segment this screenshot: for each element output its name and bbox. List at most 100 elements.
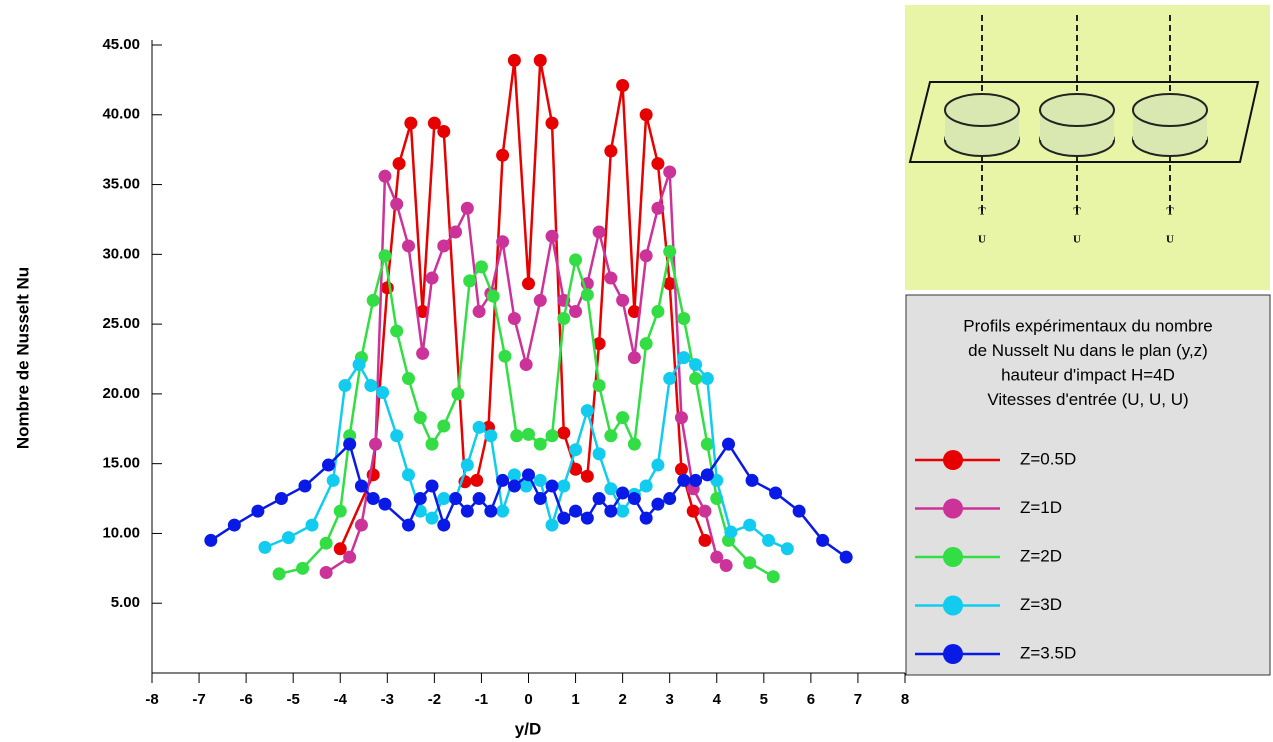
data-point <box>616 486 630 500</box>
data-point <box>425 271 439 285</box>
data-point <box>674 411 688 425</box>
data-point <box>545 116 559 130</box>
data-point <box>390 429 404 443</box>
data-point <box>604 429 618 443</box>
data-point <box>663 245 677 259</box>
data-point <box>719 559 733 573</box>
data-point <box>698 533 712 547</box>
data-point <box>460 458 474 472</box>
data-point <box>496 504 510 518</box>
data-point <box>710 473 724 487</box>
data-point <box>816 533 830 547</box>
data-point <box>533 53 547 67</box>
data-point <box>296 561 310 575</box>
data-point <box>427 116 441 130</box>
data-point <box>627 492 641 506</box>
data-point <box>274 492 288 506</box>
legend-marker <box>943 595 963 616</box>
legend-label: Z=3D <box>1020 595 1062 614</box>
data-point <box>762 533 776 547</box>
x-axis-label: y/D <box>515 719 541 738</box>
data-point <box>437 518 451 532</box>
y-axis-label: Nombre de Nusselt Nu <box>13 267 32 449</box>
data-point <box>722 437 736 451</box>
data-point <box>700 437 714 451</box>
data-point <box>392 157 406 171</box>
x-tick-label: 6 <box>807 691 815 708</box>
data-point <box>470 473 484 487</box>
data-point <box>484 429 498 443</box>
legend-marker <box>943 547 963 567</box>
data-point <box>401 468 415 482</box>
data-point <box>604 482 618 496</box>
data-point <box>663 372 677 386</box>
data-point <box>507 479 521 493</box>
data-point <box>700 372 714 386</box>
data-point <box>533 293 547 307</box>
data-point <box>580 404 594 418</box>
data-point <box>616 504 630 518</box>
data-point <box>569 504 583 518</box>
data-point <box>366 492 380 506</box>
data-point <box>698 504 712 518</box>
x-tick-label: -8 <box>145 691 158 708</box>
legend-title: de Nusselt Nu dans le plan (y,z) <box>968 341 1208 360</box>
data-point <box>425 511 439 525</box>
data-point <box>378 249 392 263</box>
data-point <box>460 201 474 215</box>
inset-label: T <box>1166 206 1174 218</box>
data-point <box>533 492 547 506</box>
data-point <box>305 518 319 532</box>
data-point <box>557 479 571 493</box>
data-point <box>369 437 383 451</box>
data-point <box>557 312 571 326</box>
y-tick-label: 5.00 <box>111 594 140 611</box>
data-point <box>507 312 521 326</box>
legend-title: Profils expérimentaux du nombre <box>963 316 1212 335</box>
x-tick-label: 5 <box>760 691 768 708</box>
data-point <box>557 426 571 440</box>
data-point <box>338 379 352 393</box>
data-point <box>326 473 340 487</box>
data-point <box>451 387 465 401</box>
inset-label: T <box>978 206 986 218</box>
series-line <box>325 171 727 574</box>
legend-marker <box>943 450 963 470</box>
legend-label: Z=0.5D <box>1020 449 1076 468</box>
data-point <box>416 346 430 360</box>
data-point <box>592 379 606 393</box>
data-point <box>651 201 665 215</box>
data-point <box>352 358 366 372</box>
y-tick-label: 30.00 <box>102 245 140 262</box>
data-point <box>580 469 594 483</box>
data-point <box>545 429 559 443</box>
data-point <box>425 479 439 493</box>
inset-cylinder <box>1039 93 1115 127</box>
y-tick-label: 45.00 <box>102 36 140 53</box>
data-point <box>745 473 759 487</box>
data-point <box>604 504 618 518</box>
data-point <box>343 550 357 564</box>
x-tick-label: -3 <box>381 691 394 708</box>
data-point <box>663 492 677 506</box>
x-tick-label: 0 <box>524 691 532 708</box>
data-point <box>557 511 571 525</box>
data-point <box>484 504 498 518</box>
data-point <box>522 468 535 482</box>
data-point <box>545 229 559 243</box>
data-point <box>569 462 583 476</box>
x-tick-label: -4 <box>334 691 348 708</box>
data-point <box>592 225 606 239</box>
data-point <box>639 108 653 122</box>
x-tick-label: 1 <box>571 691 579 708</box>
inset-cylinder <box>1132 93 1208 127</box>
data-point <box>627 437 641 451</box>
inset-label: U <box>1166 234 1174 246</box>
data-point <box>580 511 594 525</box>
series-line <box>210 441 847 559</box>
data-point <box>616 411 630 425</box>
data-point <box>437 239 451 253</box>
data-point <box>366 293 380 307</box>
x-tick-label: -7 <box>192 691 205 708</box>
data-point <box>743 556 757 570</box>
